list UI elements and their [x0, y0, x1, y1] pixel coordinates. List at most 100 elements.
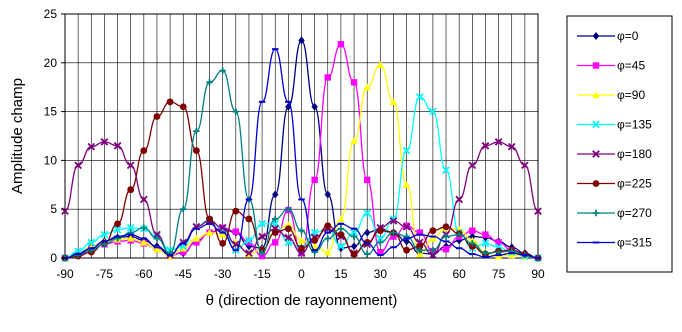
data-point	[390, 229, 397, 236]
data-point	[232, 228, 240, 235]
data-point	[429, 227, 437, 235]
data-point	[245, 198, 253, 201]
data-point	[74, 161, 82, 170]
data-point	[297, 249, 306, 257]
legend-marker	[592, 209, 600, 217]
data-point	[521, 254, 529, 257]
legend-marker	[592, 62, 600, 69]
data-point	[153, 245, 161, 253]
data-point	[376, 61, 385, 68]
x-tick-label: 60	[452, 267, 466, 281]
data-point	[193, 239, 200, 246]
data-point	[455, 231, 463, 238]
x-axis-title: θ (direction de rayonnement)	[206, 292, 398, 309]
data-point	[153, 235, 161, 242]
data-point	[416, 233, 423, 236]
data-point	[139, 195, 148, 204]
data-point	[258, 100, 266, 103]
legend-box	[566, 15, 673, 273]
data-point	[468, 161, 477, 170]
data-point	[311, 102, 318, 111]
data-point	[232, 249, 240, 252]
data-point	[508, 252, 515, 255]
data-point	[180, 242, 187, 245]
data-point	[272, 239, 279, 246]
data-point	[272, 190, 279, 199]
data-point	[507, 142, 516, 151]
data-point	[311, 237, 319, 244]
x-tick-label: -75	[96, 267, 114, 281]
data-point	[350, 227, 358, 230]
x-axis-ticks: -90 -75 -60 -45 -30 -15 0 15 30 45 60 75 90	[56, 267, 545, 281]
data-point	[87, 238, 96, 247]
data-point	[363, 209, 372, 217]
x-tick-label: 15	[334, 267, 348, 281]
legend-label: φ=315	[617, 236, 652, 250]
data-point	[140, 237, 148, 240]
data-point	[298, 198, 305, 201]
data-point	[416, 229, 423, 236]
data-point	[140, 147, 148, 155]
data-point	[192, 147, 200, 155]
x-tick-label: -15	[253, 267, 271, 281]
data-point	[311, 176, 318, 184]
data-point	[245, 215, 253, 223]
data-point	[245, 236, 253, 245]
data-point	[284, 225, 292, 233]
x-tick-label: 30	[374, 267, 388, 281]
data-point	[100, 230, 109, 239]
data-point	[140, 238, 148, 246]
x-tick-label: 90	[531, 267, 545, 281]
data-point	[455, 247, 463, 250]
data-point	[166, 98, 174, 106]
data-point	[232, 108, 240, 115]
legend-marker	[592, 32, 600, 40]
legend-item: φ=0	[577, 29, 639, 43]
data-point	[469, 240, 476, 247]
y-tick-label: 15	[44, 105, 58, 119]
x-tick-label: -60	[135, 267, 153, 281]
data-point	[88, 247, 95, 250]
data-point	[218, 230, 227, 238]
data-point	[271, 229, 279, 237]
data-point	[481, 141, 490, 150]
data-point	[337, 222, 345, 225]
data-point	[298, 36, 305, 45]
data-point	[272, 48, 279, 51]
y-tick-label: 5	[50, 202, 57, 216]
legend-marker	[592, 180, 600, 187]
legend-item: φ=225	[577, 177, 652, 191]
y-tick-label: 0	[50, 251, 57, 265]
data-point	[482, 249, 489, 257]
data-point	[324, 235, 331, 242]
data-point	[324, 74, 331, 81]
x-tick-label: -30	[214, 267, 232, 281]
data-point	[193, 127, 200, 135]
data-point	[337, 242, 345, 251]
data-point	[442, 223, 450, 231]
data-point	[350, 242, 358, 251]
data-point	[403, 246, 411, 254]
data-point	[179, 244, 187, 252]
data-point	[494, 138, 503, 146]
data-point	[403, 237, 410, 240]
data-point	[469, 253, 476, 256]
x-tick-label: -45	[175, 267, 193, 281]
data-point	[377, 239, 384, 246]
legend-label: φ=270	[617, 206, 652, 220]
data-point	[272, 215, 279, 223]
x-tick-label: 45	[413, 267, 427, 281]
data-point	[482, 256, 489, 259]
data-point	[219, 231, 226, 234]
legend-item: φ=315	[577, 236, 652, 250]
data-point	[442, 233, 450, 240]
data-point	[311, 249, 318, 252]
data-point	[534, 207, 542, 215]
data-point	[153, 113, 161, 120]
data-point	[324, 248, 332, 256]
legend-label: φ=45	[617, 59, 645, 73]
legend-label: φ=135	[617, 118, 652, 132]
series-layer	[61, 36, 542, 262]
data-point	[284, 233, 293, 242]
